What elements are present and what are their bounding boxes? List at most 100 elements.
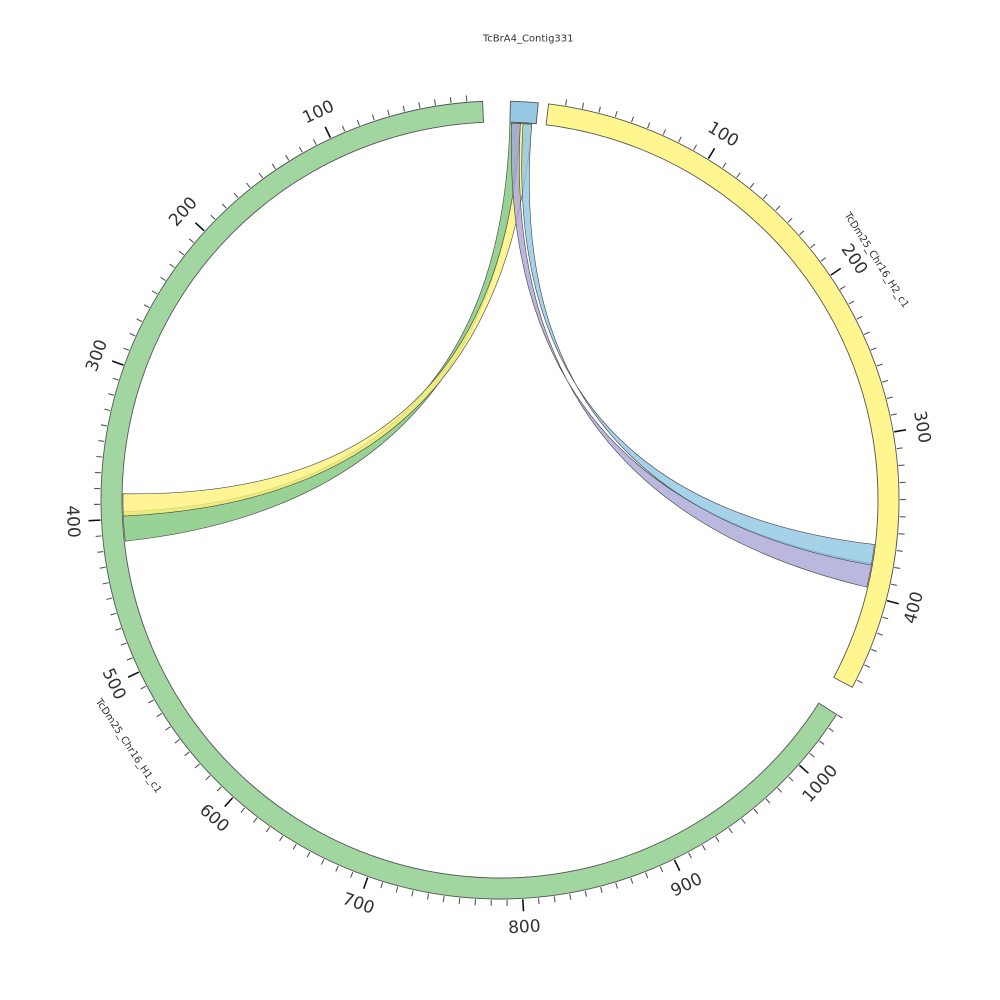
minor-tick (856, 679, 863, 684)
tick-label-h2: 400 (900, 590, 928, 626)
segment-arcs (100, 100, 900, 900)
minor-tick (156, 713, 163, 718)
major-tick (88, 519, 101, 522)
minor-tick (465, 95, 468, 102)
major-tick (707, 147, 716, 159)
minor-tick (631, 116, 635, 123)
major-tick (522, 899, 525, 912)
minor-tick (598, 106, 601, 113)
minor-tick (100, 424, 108, 427)
minor-tick (194, 763, 200, 769)
major-tick (830, 267, 842, 276)
minor-tick (553, 896, 556, 903)
major-tick (673, 859, 681, 872)
minor-tick (890, 413, 897, 416)
minor-tick (143, 304, 150, 309)
segment-arc-contig331 (509, 100, 539, 125)
minor-tick (896, 550, 903, 552)
minor-tick (151, 290, 158, 295)
minor-tick (271, 163, 276, 170)
tick-label-h1: 900 (668, 869, 706, 901)
minor-tick (688, 852, 692, 859)
minor-tick (184, 751, 190, 757)
major-tick (798, 764, 809, 774)
segment-arc-h2 (545, 103, 900, 688)
minor-tick (108, 393, 115, 396)
minor-tick (320, 858, 325, 865)
minor-tick (898, 533, 905, 535)
minor-tick (693, 144, 698, 151)
minor-tick (715, 836, 720, 843)
minor-tick (433, 99, 437, 106)
minor-tick (886, 396, 893, 400)
minor-tick (584, 890, 588, 897)
minor-tick (569, 893, 572, 900)
minor-tick (312, 139, 317, 145)
minor-tick (216, 786, 222, 792)
minor-tick (221, 203, 227, 209)
tick-label-h1: 100 (300, 96, 338, 128)
minor-tick (876, 363, 883, 367)
minor-tick (387, 109, 390, 116)
minor-tick (890, 583, 898, 586)
minor-tick (96, 455, 103, 458)
minor-tick (882, 616, 889, 620)
minor-tick (115, 627, 122, 631)
minor-tick (265, 826, 271, 833)
tick-label-h1: 700 (340, 889, 377, 919)
minor-tick (136, 318, 143, 323)
minor-tick (600, 887, 603, 894)
minor-tick (678, 136, 682, 143)
minor-tick (741, 818, 746, 824)
tick-label-h1: 1000 (799, 761, 843, 807)
minor-tick (863, 331, 870, 335)
minor-tick (876, 632, 883, 636)
minor-tick (99, 566, 106, 569)
link-ribbon-2 (122, 123, 533, 517)
minor-tick (722, 162, 727, 169)
minor-tick (341, 125, 346, 132)
minor-tick (788, 776, 794, 782)
segment-labels: TcBrA4_Contig331TcDm25_Chr16_H2_c1TcDm25… (92, 33, 910, 795)
minor-tick (395, 886, 399, 893)
major-tick (324, 126, 332, 139)
minor-tick (306, 851, 311, 858)
minor-tick (245, 182, 251, 188)
minor-tick (160, 276, 166, 282)
minor-tick (205, 775, 211, 781)
minor-tick (870, 648, 877, 652)
minor-tick (148, 699, 154, 704)
minor-tick (165, 726, 171, 731)
link-ribbon-4 (521, 123, 875, 566)
minor-tick (787, 217, 793, 223)
tick-label-h1: 600 (195, 800, 233, 837)
minor-tick (258, 172, 264, 179)
minor-tick (335, 865, 339, 872)
minor-tick (749, 182, 755, 189)
minor-tick (896, 447, 903, 450)
major-tick (194, 222, 205, 232)
minor-tick (848, 300, 855, 305)
minor-tick (777, 787, 783, 793)
minor-tick (898, 464, 905, 467)
minor-tick (630, 877, 634, 884)
minor-tick (102, 582, 109, 585)
minor-tick (870, 347, 877, 351)
minor-tick (402, 105, 406, 112)
minor-tick (292, 843, 297, 850)
minor-tick (98, 440, 105, 443)
minor-tick (819, 740, 825, 745)
minor-tick (882, 379, 889, 383)
minor-tick (380, 882, 384, 889)
minor-tick (140, 685, 147, 690)
minor-tick (809, 752, 815, 758)
minor-tick (418, 102, 421, 109)
minor-tick (537, 898, 540, 905)
minor-tick (765, 798, 771, 804)
minor-tick (449, 96, 452, 104)
minor-tick (728, 827, 733, 834)
minor-tick (411, 890, 414, 897)
tick-label-h1: 300 (82, 337, 112, 374)
major-tick (111, 360, 124, 366)
